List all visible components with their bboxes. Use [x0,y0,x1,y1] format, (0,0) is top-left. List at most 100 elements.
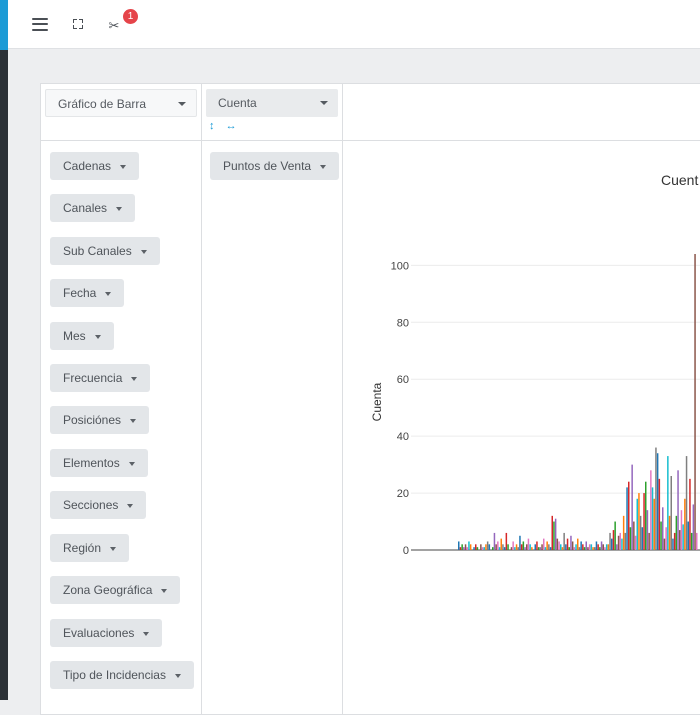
bar [667,456,669,550]
bar [570,535,572,550]
bar [629,527,632,550]
notification-badge: 1 [123,9,138,24]
sort-controls: ↕ ↔ [209,120,245,132]
chevron-down-icon[interactable] [320,165,327,169]
bar [668,515,671,550]
renderer-select-value: Gráfico de Barra [58,97,147,111]
y-tick-label: 100 [391,260,409,272]
field-pill-fecha[interactable]: Fecha [50,279,125,307]
bar [551,515,553,550]
bar [622,515,625,550]
row-sort-icon[interactable]: ↕ [209,120,215,132]
bar [602,544,604,550]
bar [488,544,491,550]
field-pill-canales[interactable]: Canales [50,194,136,222]
menu-toggle-button[interactable] [22,0,58,48]
tools-button[interactable]: ✂ [96,0,132,48]
bar [673,532,676,550]
bar [526,544,528,550]
bar [541,544,543,550]
field-pill-label: Posiciónes [63,413,122,427]
bar [498,547,501,550]
row-field-pill-puntos-de-venta[interactable]: Puntos de Venta [210,152,340,180]
bar [687,521,689,550]
bar [690,532,693,550]
aggregator-select[interactable]: Cuenta [206,89,338,117]
pivot-column-divider-2 [342,84,343,714]
bar [641,527,644,550]
chart-area: 0 20 40 60 80 100 Cuenta Cuent [342,140,700,585]
chevron-down-icon[interactable] [128,462,135,466]
bar [529,544,531,550]
chevron-down-icon[interactable] [140,250,147,254]
chevron-down-icon[interactable] [94,335,101,339]
bar [609,532,611,550]
field-pill-zona-geografica[interactable]: Zona Geográfica [50,576,181,604]
bar [575,544,577,550]
bar [534,544,536,550]
field-pill-label: Mes [63,329,86,343]
bar [514,547,516,550]
bar [481,547,484,550]
chevron-down-icon[interactable] [127,504,134,508]
bar [646,510,649,550]
bar [486,541,489,550]
chevron-down-icon[interactable] [131,377,138,381]
bar [580,541,582,550]
y-tick-label: 20 [397,488,409,500]
bar [597,544,599,550]
bar [519,535,521,550]
bar [621,538,623,550]
field-pill-label: Evaluaciones [63,626,135,640]
bar [670,476,672,550]
field-pill-label: Región [63,541,102,555]
bar [563,532,565,550]
renderer-select[interactable]: Gráfico de Barra [45,89,197,117]
field-pill-tipo-de-incidencias[interactable]: Tipo de Incidencias [50,661,194,689]
bar [539,547,542,550]
bar [556,538,559,550]
chevron-down-icon [178,102,186,106]
chevron-down-icon[interactable] [143,632,150,636]
bar [639,515,642,550]
bar [480,544,482,550]
chevron-down-icon[interactable] [110,547,117,551]
chevron-down-icon[interactable] [161,589,168,593]
field-pill-frecuencia[interactable]: Frecuencia [50,364,151,392]
bar [616,544,618,550]
bar [626,487,628,550]
bar [662,507,664,550]
bar [696,532,698,550]
field-pill-evaluaciones[interactable]: Evaluaciones [50,619,163,647]
col-sort-icon[interactable]: ↔ [225,120,237,132]
y-tick-label: 60 [397,374,409,386]
bar [502,544,504,550]
fullscreen-button[interactable] [60,0,96,48]
bar [458,541,460,550]
bar [554,518,557,550]
bar [633,521,635,550]
chevron-down-icon[interactable] [120,165,127,169]
field-pill-secciones[interactable]: Secciones [50,491,147,519]
field-pill-sub-canales[interactable]: Sub Canales [50,237,160,265]
bar [473,547,475,550]
bar [566,538,569,550]
chevron-down-icon[interactable] [105,292,112,296]
field-pill-region[interactable]: Región [50,534,130,562]
bar [624,532,627,550]
bar [612,530,615,550]
bar [665,527,667,550]
chevron-down-icon[interactable] [174,674,181,678]
bar [656,453,659,550]
chevron-down-icon[interactable] [116,207,123,211]
field-pill-elementos[interactable]: Elementos [50,449,148,477]
bar [585,541,587,550]
field-pill-posiciones[interactable]: Posiciónes [50,406,150,434]
field-pill-mes[interactable]: Mes [50,322,114,350]
bar [515,544,518,550]
bar [560,544,562,550]
chevron-down-icon[interactable] [130,419,137,423]
field-pill-label: Cadenas [63,159,112,173]
bar [672,538,674,550]
field-pill-cadenas[interactable]: Cadenas [50,152,140,180]
